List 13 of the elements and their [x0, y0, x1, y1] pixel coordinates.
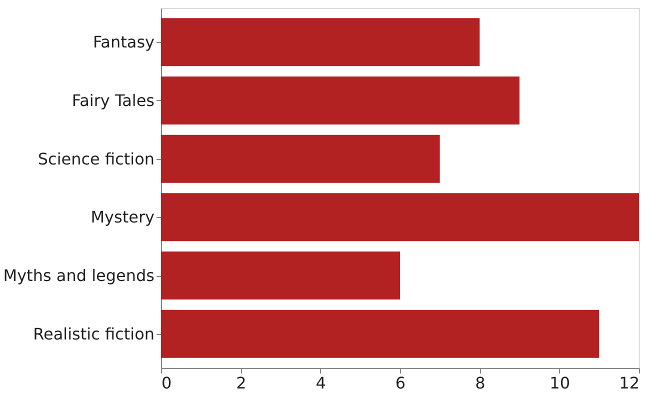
x-tick-label: 0 [162, 374, 172, 392]
x-tick-label: 8 [475, 374, 486, 392]
x-tick-label: 2 [236, 374, 246, 392]
x-tick-label: 6 [395, 374, 406, 392]
y-tick-label: Realistic fiction [33, 324, 154, 344]
x-tick-label: 12 [619, 374, 640, 392]
y-tick-label: Fantasy [92, 32, 154, 52]
x-tick-label: 4 [316, 374, 326, 392]
y-tick-label: Science fiction [38, 149, 154, 168]
y-tick-label: Myths and legends [3, 266, 154, 285]
y-tick-label: Fairy Tales [72, 91, 154, 110]
x-tick-label: 10 [550, 374, 570, 392]
y-tick-label: Mystery [90, 208, 154, 227]
